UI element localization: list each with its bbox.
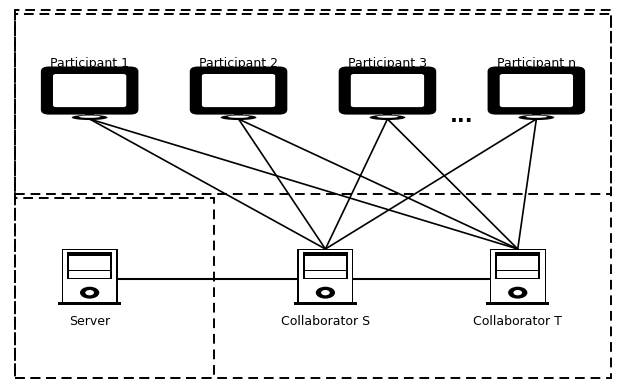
Ellipse shape <box>228 116 249 118</box>
Ellipse shape <box>369 115 406 120</box>
Bar <box>305 263 346 270</box>
Text: Collaborator T: Collaborator T <box>473 315 562 328</box>
Ellipse shape <box>513 290 522 295</box>
Bar <box>294 302 357 305</box>
Text: Participant 1: Participant 1 <box>50 57 129 70</box>
Text: ...: ... <box>450 106 474 126</box>
Ellipse shape <box>518 115 554 120</box>
FancyBboxPatch shape <box>53 74 126 107</box>
Ellipse shape <box>85 290 94 295</box>
Ellipse shape <box>508 287 527 299</box>
FancyBboxPatch shape <box>202 74 275 107</box>
Bar <box>69 271 110 278</box>
Bar <box>498 271 538 278</box>
Bar <box>486 302 549 305</box>
Bar <box>532 110 541 116</box>
Bar <box>498 263 538 270</box>
Bar <box>491 250 545 303</box>
Bar <box>15 198 213 378</box>
Bar <box>69 263 110 270</box>
Bar <box>58 302 121 305</box>
FancyBboxPatch shape <box>488 66 585 114</box>
Bar <box>15 14 611 194</box>
Bar <box>305 256 346 263</box>
Ellipse shape <box>80 287 100 299</box>
Bar <box>69 256 110 263</box>
FancyBboxPatch shape <box>190 66 287 114</box>
Text: Collaborator S: Collaborator S <box>281 315 370 328</box>
Text: Participant 3: Participant 3 <box>348 57 427 70</box>
FancyBboxPatch shape <box>500 74 573 107</box>
Bar <box>305 271 346 278</box>
Text: Server: Server <box>69 315 110 328</box>
Text: Participant 2: Participant 2 <box>199 57 278 70</box>
Bar <box>297 249 353 303</box>
FancyBboxPatch shape <box>351 74 424 107</box>
Text: Participant n: Participant n <box>497 57 576 70</box>
Ellipse shape <box>526 116 547 118</box>
Ellipse shape <box>321 290 330 295</box>
FancyBboxPatch shape <box>339 66 436 114</box>
Bar <box>383 110 392 116</box>
Bar <box>67 252 112 279</box>
Bar <box>303 252 348 279</box>
Ellipse shape <box>316 287 335 299</box>
Bar <box>63 250 116 303</box>
Bar <box>498 256 538 263</box>
Ellipse shape <box>72 115 108 120</box>
Bar <box>62 249 118 303</box>
Bar <box>495 252 540 279</box>
Ellipse shape <box>377 116 398 118</box>
Ellipse shape <box>79 116 100 118</box>
Bar <box>490 249 546 303</box>
Bar <box>85 110 94 116</box>
FancyBboxPatch shape <box>41 66 138 114</box>
Bar <box>299 250 352 303</box>
Ellipse shape <box>220 115 257 120</box>
Bar <box>234 110 243 116</box>
